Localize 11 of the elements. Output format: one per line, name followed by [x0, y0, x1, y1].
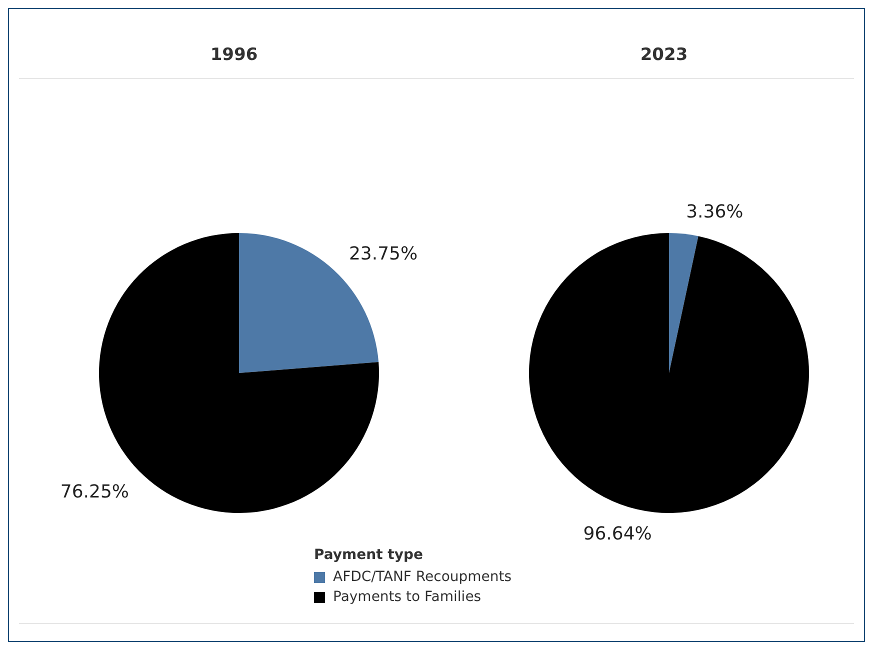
- pie-slice: [529, 233, 809, 513]
- data-label: 76.25%: [60, 481, 130, 502]
- chart-title: 2023: [639, 44, 689, 67]
- pie-slice: [669, 233, 698, 373]
- chart-title: 1996: [209, 44, 259, 67]
- legend-title: Payment type: [314, 547, 424, 563]
- legend-label: Payments to Families: [333, 589, 482, 605]
- data-label: 96.64%: [583, 524, 652, 545]
- data-label: 3.36%: [686, 201, 744, 222]
- legend-label: AFDC/TANF Recoupments: [333, 569, 512, 585]
- data-label: 23.75%: [348, 244, 418, 265]
